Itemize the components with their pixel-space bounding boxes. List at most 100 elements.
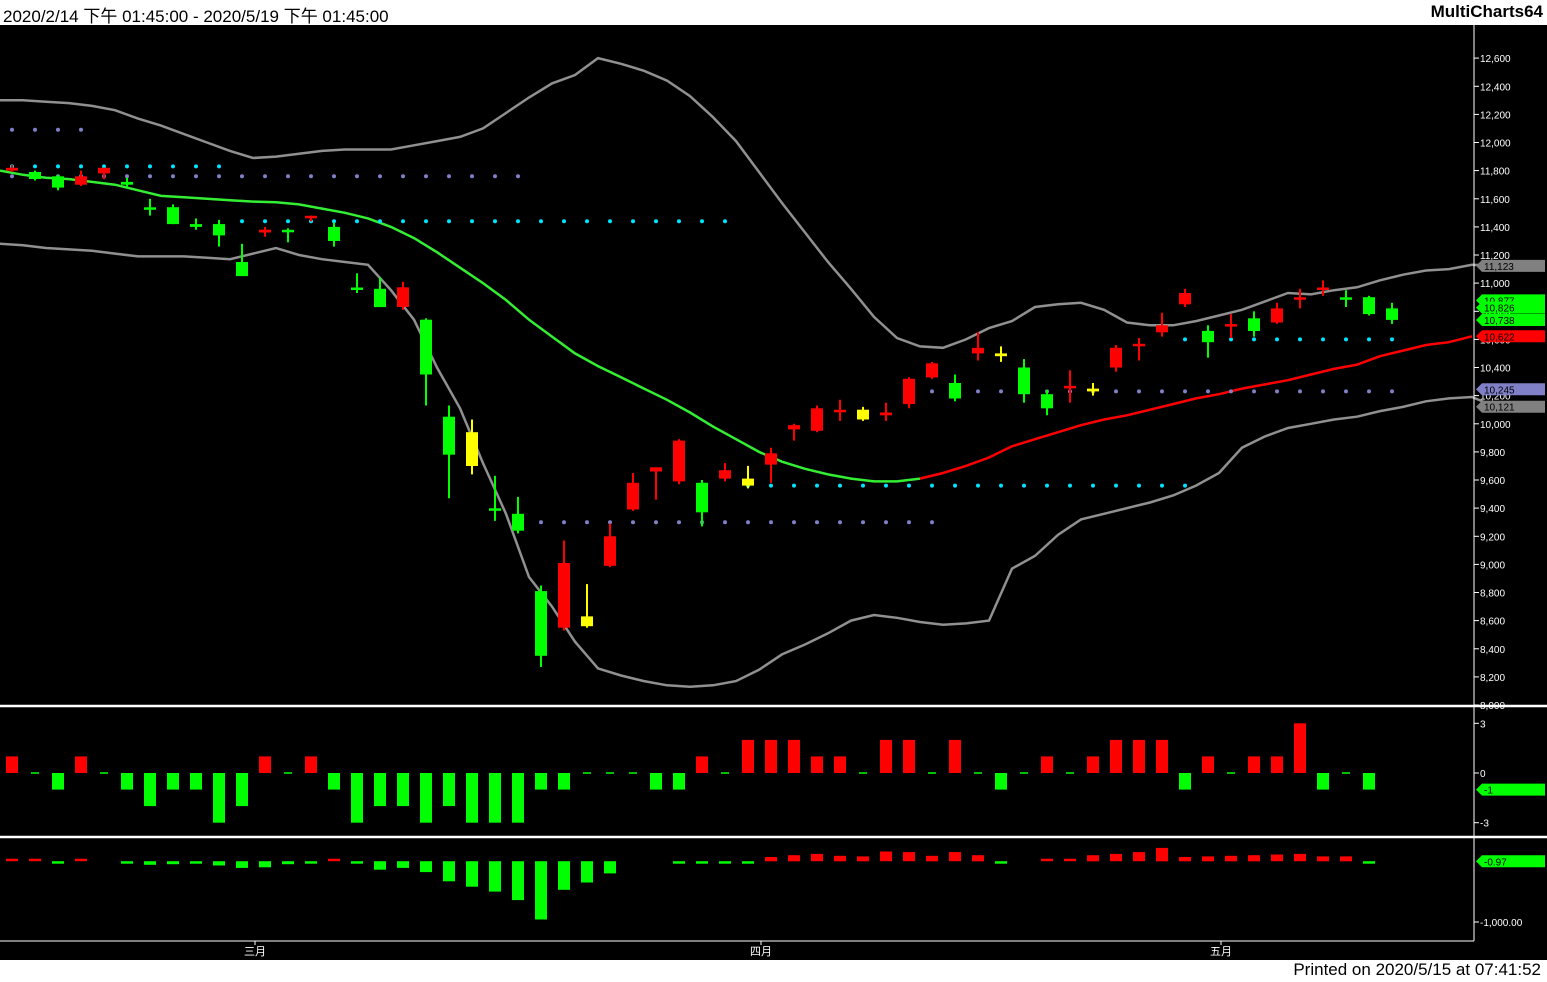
indicator-bar (1110, 853, 1122, 862)
stop-dot (1137, 483, 1141, 488)
price-tick-label: 11,000 (1480, 279, 1510, 290)
indicator-bar (75, 858, 87, 862)
stop-dot (516, 174, 520, 179)
price-tick-label: 12,400 (1480, 82, 1511, 93)
indicator-bar (903, 852, 915, 862)
stop-dot (56, 127, 60, 132)
stop-dot (769, 520, 773, 525)
stop-dot (976, 483, 980, 488)
candle-body (1156, 325, 1168, 333)
stop-dot (700, 219, 704, 224)
indicator-bar (604, 861, 616, 874)
indicator-bar (696, 756, 708, 773)
stop-dot (447, 219, 451, 224)
stop-dot (332, 174, 336, 179)
price-panel[interactable] (0, 56, 1496, 688)
stop-dot (148, 164, 152, 169)
indicator-panel-1[interactable] (6, 723, 1375, 823)
stop-dot (976, 389, 980, 394)
indicator-bar (880, 851, 892, 862)
stop-dot (907, 520, 911, 525)
candle-body (719, 470, 731, 479)
stop-dot (378, 174, 382, 179)
indicator-bar (1271, 854, 1283, 862)
stop-dot (355, 219, 359, 224)
indicator-bar (535, 773, 547, 790)
candle-body (627, 482, 639, 510)
stop-dot (608, 219, 612, 224)
candle-body (1064, 385, 1076, 389)
stop-dot (539, 520, 543, 525)
candle-body (1294, 297, 1306, 300)
chart-area[interactable]: 8,000 8,200 8,400 8,600 8,800 9,000 9,200 9,400… (0, 25, 1547, 960)
month-label: 四月 (750, 945, 772, 958)
indicator-bar (75, 756, 87, 773)
stop-dot (723, 219, 727, 224)
candle-body (1087, 388, 1099, 392)
stop-dot (631, 219, 635, 224)
indicator1-tick-label: 3 (1480, 719, 1486, 730)
stop-dot (1321, 337, 1325, 342)
stop-dot (861, 483, 865, 488)
indicator-bar (397, 773, 409, 807)
stop-dot (608, 520, 612, 525)
month-label: 三月 (244, 945, 266, 958)
stop-dot (1114, 389, 1118, 394)
candle-body (1202, 330, 1214, 343)
candle-body (52, 176, 64, 188)
stop-dot (1183, 389, 1187, 394)
candle-body (6, 167, 18, 171)
indicator-bar (949, 739, 961, 773)
indicator-bar (558, 773, 570, 790)
stop-dot (907, 483, 911, 488)
price-last-label: 10,121 (1484, 403, 1515, 414)
last-value-tag (1476, 383, 1545, 396)
indicator1-last-label: -1 (1484, 786, 1493, 797)
indicator-bar (650, 773, 662, 790)
candle-body (1363, 297, 1375, 315)
indicator-panel-2[interactable] (6, 847, 1375, 920)
indicator-bar (489, 861, 501, 892)
candle-body (1225, 324, 1237, 327)
price-last-label: 10,245 (1484, 385, 1515, 396)
stop-dot (953, 483, 957, 488)
stop-dot (263, 174, 267, 179)
title-bar: 2020/2/14 下午 01:45:00 - 2020/5/19 下午 01:… (0, 0, 1547, 26)
indicator-bar (857, 856, 869, 862)
candle-body (834, 409, 846, 413)
candle-body (420, 319, 432, 375)
price-tick-label: 9,600 (1480, 476, 1505, 487)
indicator-bar (121, 773, 133, 790)
candle-body (443, 416, 455, 455)
stop-dot (79, 164, 83, 169)
indicator-bar (144, 861, 156, 865)
candle-body (1248, 318, 1260, 331)
indicator-bar (190, 773, 202, 790)
indicator-bar (1041, 858, 1053, 862)
indicator-bar (52, 861, 64, 864)
candle-body (1041, 394, 1053, 409)
stop-dot (1045, 483, 1049, 488)
indicator-bar (811, 853, 823, 862)
indicator-bar (1041, 756, 1053, 773)
indicator-bar (1133, 852, 1145, 862)
candle-body (1386, 308, 1398, 320)
indicator-bar (834, 855, 846, 862)
stop-dot (240, 219, 244, 224)
indicator-bar (1317, 856, 1329, 862)
candle-body (1179, 293, 1191, 305)
stop-dot (309, 174, 313, 179)
indicator2-tick-label: -1,000.00 (1480, 918, 1523, 929)
candle-body (558, 563, 570, 628)
price-tick-label: 12,200 (1480, 110, 1511, 121)
indicator-bar (558, 861, 570, 890)
stop-dot (884, 483, 888, 488)
indicator-bar (328, 858, 340, 862)
price-tick-label: 8,200 (1480, 673, 1505, 684)
stop-dot (79, 127, 83, 132)
candle-body (1317, 287, 1329, 290)
candle-body (512, 513, 524, 531)
indicator-bar (236, 861, 248, 868)
stop-dot (562, 520, 566, 525)
stop-dot (654, 219, 658, 224)
